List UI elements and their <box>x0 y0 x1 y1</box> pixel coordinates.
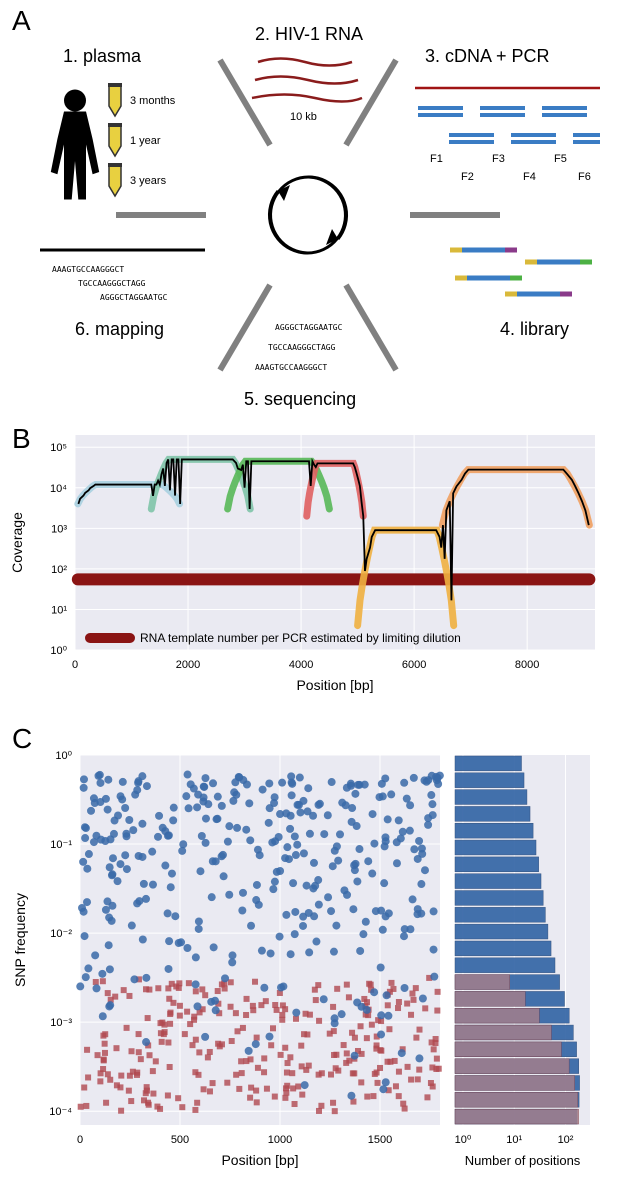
svg-text:Number of positions: Number of positions <box>465 1153 581 1168</box>
panel-c: C 0 500 1000 1500 10⁻⁴ 10⁻³ 10⁻² 10⁻¹ 10⁰ Positio… <box>0 720 617 1200</box>
panel-c-label: C <box>12 723 32 754</box>
svg-text:0: 0 <box>72 659 78 671</box>
step-6-mapping: 6. mapping AAAGTGCCAAGGGCT TGCCAAGGGCTAG… <box>40 250 205 339</box>
svg-text:10⁰: 10⁰ <box>55 750 72 762</box>
svg-text:Position [bp]: Position [bp] <box>221 1152 298 1168</box>
svg-text:3. cDNA + PCR: 3. cDNA + PCR <box>425 46 550 66</box>
svg-text:10¹: 10¹ <box>51 604 67 616</box>
svg-text:F1: F1 <box>430 153 443 165</box>
svg-text:10⁴: 10⁴ <box>50 483 67 495</box>
svg-text:2000: 2000 <box>176 659 200 671</box>
plasma-tubes: 3 months 1 year 3 years <box>108 83 176 196</box>
svg-text:8000: 8000 <box>515 659 539 671</box>
svg-text:10¹: 10¹ <box>506 1134 522 1146</box>
svg-text:F6: F6 <box>578 171 591 183</box>
step-4-library: 4. library <box>450 250 592 339</box>
panel-a: A 1. plasma 3 month <box>0 0 617 420</box>
svg-text:4. library: 4. library <box>500 319 569 339</box>
svg-text:F5: F5 <box>554 153 567 165</box>
svg-text:1500: 1500 <box>368 1134 392 1146</box>
svg-text:6000: 6000 <box>402 659 426 671</box>
svg-text:F3: F3 <box>492 153 505 165</box>
svg-text:6. mapping: 6. mapping <box>75 319 164 339</box>
svg-text:TGCCAAGGGCTAGG: TGCCAAGGGCTAGG <box>78 279 146 288</box>
panel-b-label: B <box>12 423 31 454</box>
svg-text:10²: 10² <box>558 1134 574 1146</box>
svg-text:10⁰: 10⁰ <box>455 1134 472 1146</box>
svg-text:1000: 1000 <box>268 1134 292 1146</box>
svg-text:3 months: 3 months <box>130 95 176 107</box>
svg-text:1 year: 1 year <box>130 135 161 147</box>
figure-root: A 1. plasma 3 month <box>0 0 617 1200</box>
svg-text:500: 500 <box>171 1134 189 1146</box>
svg-text:Position [bp]: Position [bp] <box>296 677 373 693</box>
workflow-circle <box>269 177 346 253</box>
svg-text:AAAGTGCCAAGGGCT: AAAGTGCCAAGGGCT <box>255 363 327 372</box>
panel-a-label: A <box>12 5 31 36</box>
svg-text:0: 0 <box>77 1134 83 1146</box>
svg-text:5. sequencing: 5. sequencing <box>244 389 356 409</box>
step-5-sequencing: 5. sequencing AGGGCTAGGAATGC TGCCAAGGGCT… <box>244 323 356 409</box>
svg-text:Coverage: Coverage <box>9 512 25 573</box>
svg-text:AGGGCTAGGAATGC: AGGGCTAGGAATGC <box>275 323 343 332</box>
svg-text:10²: 10² <box>51 564 67 576</box>
svg-text:AAAGTGCCAAGGGCT: AAAGTGCCAAGGGCT <box>52 265 124 274</box>
step-3-cdna-pcr: 3. cDNA + PCR F1 F3 F5 F2 F4 F6 <box>415 46 600 183</box>
svg-text:10⁻²: 10⁻² <box>50 928 72 940</box>
step-1-plasma: 1. plasma 3 months 1 year 3 years <box>51 46 176 200</box>
svg-text:2. HIV-1 RNA: 2. HIV-1 RNA <box>255 24 363 44</box>
svg-text:4000: 4000 <box>289 659 313 671</box>
svg-text:3 years: 3 years <box>130 175 167 187</box>
svg-text:F4: F4 <box>523 171 536 183</box>
svg-text:AGGGCTAGGAATGC: AGGGCTAGGAATGC <box>100 293 168 302</box>
svg-text:F2: F2 <box>461 171 474 183</box>
step-2-rna: 2. HIV-1 RNA 10 kb <box>252 24 363 123</box>
svg-text:10⁵: 10⁵ <box>50 442 67 454</box>
svg-text:10⁻³: 10⁻³ <box>50 1017 72 1029</box>
svg-text:SNP frequency: SNP frequency <box>12 893 28 987</box>
snp-plot: 0 500 1000 1500 10⁻⁴ 10⁻³ 10⁻² 10⁻¹ 10⁰ Position … <box>12 750 590 1168</box>
svg-text:TGCCAAGGGCTAGG: TGCCAAGGGCTAGG <box>268 343 336 352</box>
svg-text:RNA template number per PCR es: RNA template number per PCR estimated by… <box>140 631 461 645</box>
svg-text:10⁻¹: 10⁻¹ <box>50 839 72 851</box>
panel-b: B 0 2000 4000 6000 8000 10⁰ 10¹ 10² 10³ 10⁴ 10⁵ Pos… <box>0 420 617 720</box>
svg-text:10³: 10³ <box>51 523 67 535</box>
svg-text:1. plasma: 1. plasma <box>63 46 142 66</box>
svg-text:10⁰: 10⁰ <box>50 645 67 657</box>
svg-text:10⁻⁴: 10⁻⁴ <box>49 1106 72 1118</box>
svg-text:10 kb: 10 kb <box>290 111 317 123</box>
coverage-plot: 0 2000 4000 6000 8000 10⁰ 10¹ 10² 10³ 10⁴ 10⁵ Posit… <box>9 435 595 693</box>
